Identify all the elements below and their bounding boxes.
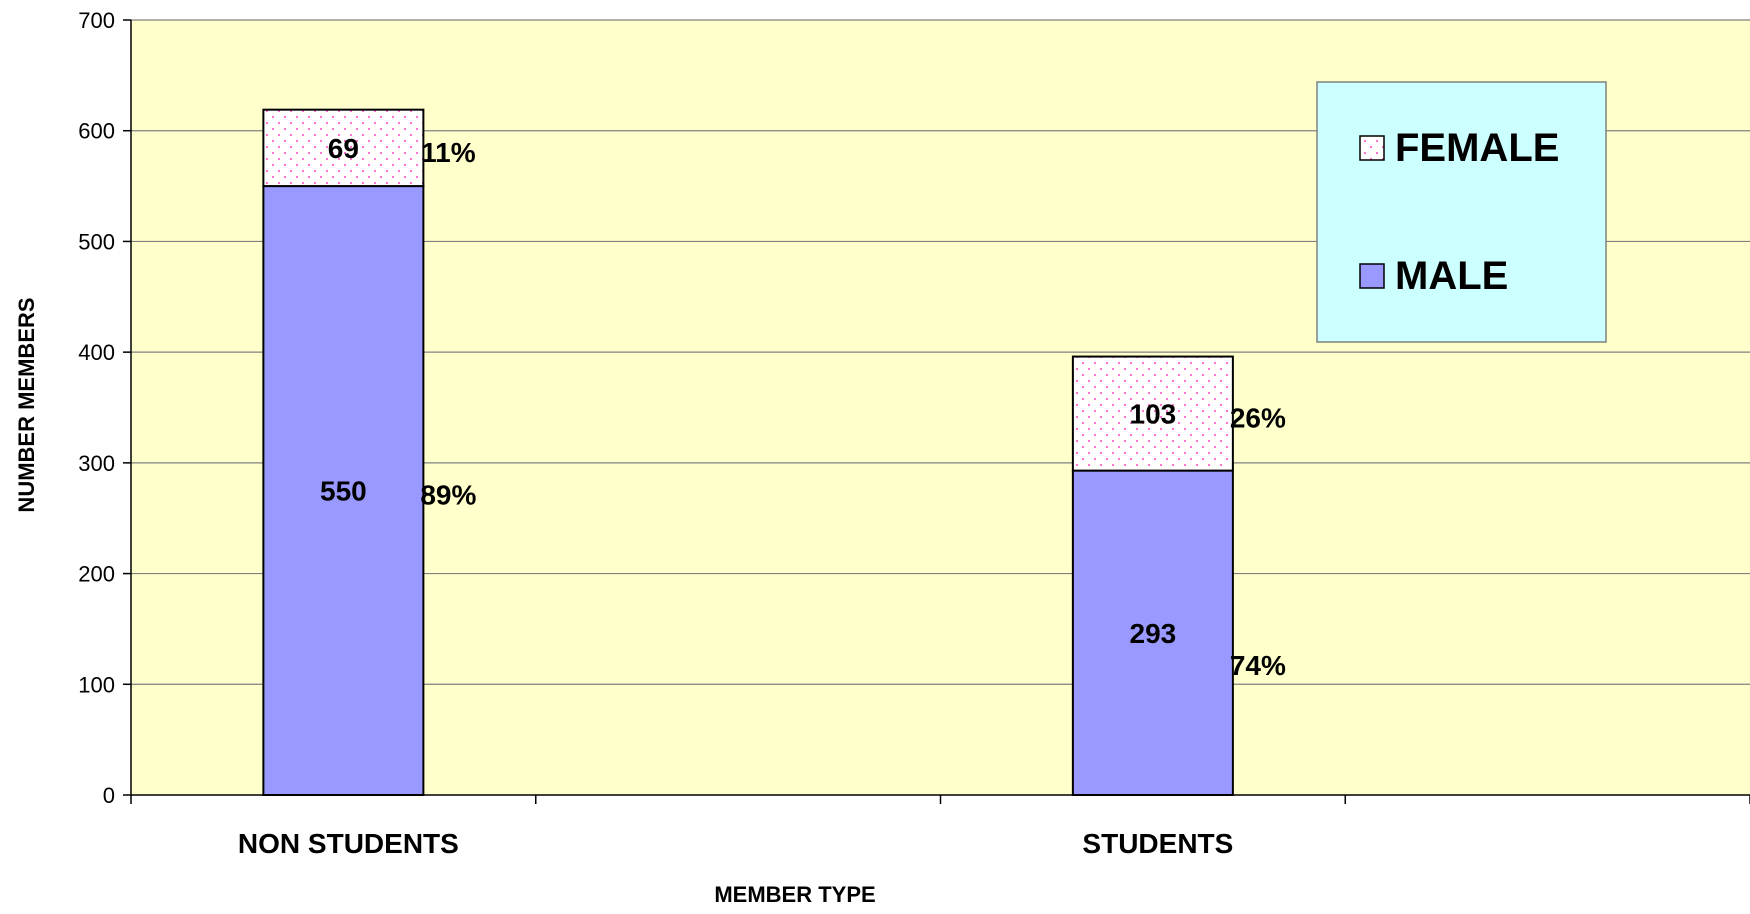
axes-group: [123, 19, 1750, 804]
data-label-percent: 89%: [420, 480, 476, 511]
y-tick-label: 400: [78, 340, 115, 365]
legend-swatch-male: [1359, 263, 1385, 289]
x-axis-title: MEMBER TYPE: [714, 882, 875, 907]
y-tick-label: 0: [103, 783, 115, 808]
data-label-value: 69: [328, 133, 359, 164]
bar-female-non-students: [262, 108, 425, 188]
y-tick-label: 600: [78, 119, 115, 144]
legend: FEMALE MALE: [1316, 81, 1607, 343]
data-label-percent: 74%: [1230, 650, 1286, 681]
legend-label-male: MALE: [1395, 254, 1508, 298]
y-tick-label: 200: [78, 562, 115, 587]
legend-label-female: FEMALE: [1395, 126, 1559, 170]
x-tick-label: NON STUDENTS: [238, 828, 459, 859]
data-label-value: 103: [1130, 399, 1177, 430]
legend-box: [1316, 81, 1607, 343]
y-tick-label: 100: [78, 672, 115, 697]
data-label-percent: 26%: [1230, 403, 1286, 434]
y-axis-title: NUMBER MEMBERS: [14, 297, 39, 512]
legend-swatch-female: [1359, 135, 1385, 161]
y-tick-label: 500: [78, 229, 115, 254]
data-labels: 550 89% 69 11% 293 74% 103 26%: [320, 133, 1286, 681]
y-tick-labels: 0 100 200 300 400 500 600 700: [78, 8, 115, 808]
data-label-percent: 11%: [421, 137, 476, 168]
data-label-value: 293: [1130, 618, 1177, 649]
y-tick-label: 700: [78, 8, 115, 33]
bar-female-students: [1071, 355, 1234, 472]
x-tick-labels: NON STUDENTS STUDENTS: [238, 828, 1233, 859]
x-tick-label: STUDENTS: [1082, 828, 1233, 859]
y-tick-label: 300: [78, 451, 115, 476]
data-label-value: 550: [320, 476, 367, 507]
